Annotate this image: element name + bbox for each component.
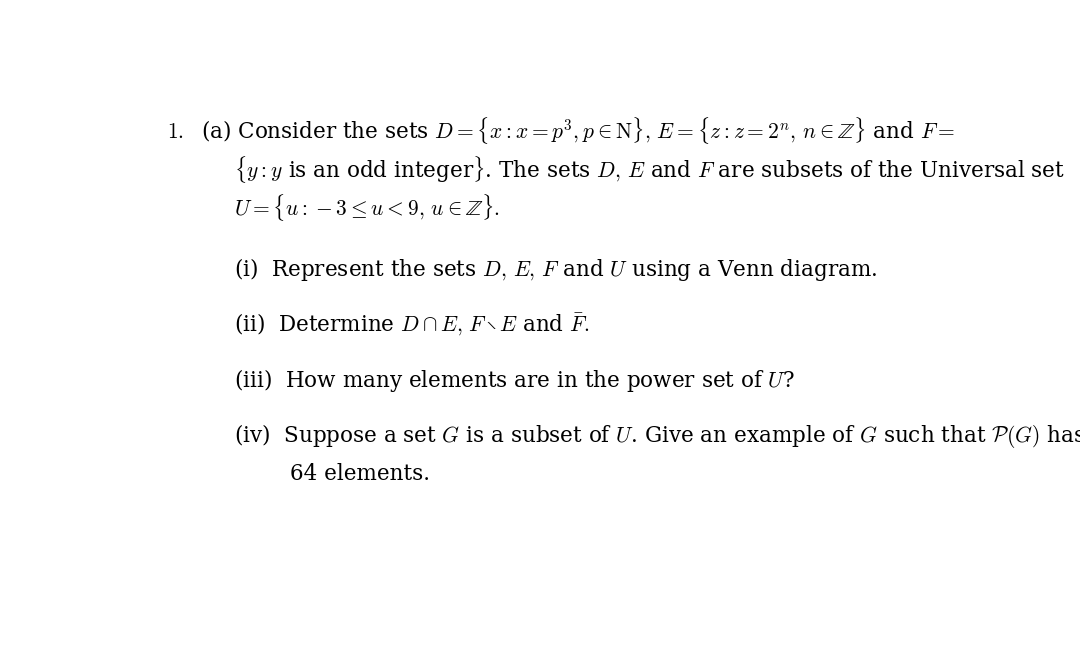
Text: 64 elements.: 64 elements. xyxy=(289,463,430,485)
Text: (i)  Represent the sets $D,\, E,\, F$ and $U$ using a Venn diagram.: (i) Represent the sets $D,\, E,\, F$ and… xyxy=(233,256,877,283)
Text: (iii)  How many elements are in the power set of $U$?: (iii) How many elements are in the power… xyxy=(233,366,795,394)
Text: (ii)  Determine $D \cap E,\, F \setminus E$ and $\bar{F}.$: (ii) Determine $D \cap E,\, F \setminus … xyxy=(233,312,590,338)
Text: $\{y : y$ is an odd integer$\}$. The sets $D,\, E$ and $F$ are subsets of the Un: $\{y : y$ is an odd integer$\}$. The set… xyxy=(233,154,1065,184)
Text: $\mathbf{1.}$  (a) Consider the sets $D = \{x : x = p^3, p \in \mathrm{N}\},\, E: $\mathbf{1.}$ (a) Consider the sets $D =… xyxy=(166,115,955,147)
Text: (iv)  Suppose a set $G$ is a subset of $U$. Give an example of $G$ such that $\m: (iv) Suppose a set $G$ is a subset of $U… xyxy=(233,422,1080,450)
Text: $U = \{u : -3 \leq u < 9,\, u \in \mathbb{Z}\}.$: $U = \{u : -3 \leq u < 9,\, u \in \mathb… xyxy=(233,192,500,223)
